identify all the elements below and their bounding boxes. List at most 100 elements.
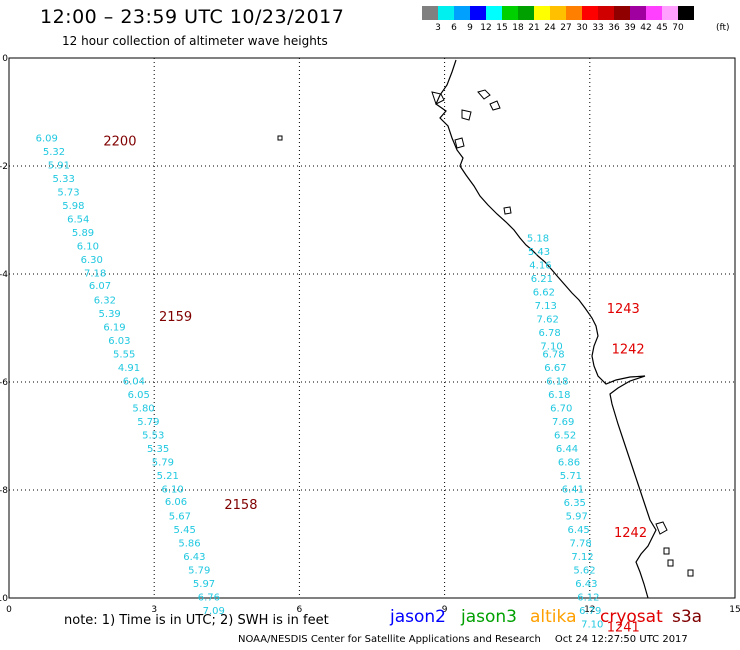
wave-height-label: 6.04 xyxy=(123,377,145,388)
wave-height-label: 5.55 xyxy=(113,350,135,361)
wave-height-label: 5.79 xyxy=(188,566,210,577)
color-scale-tick: 12 xyxy=(480,23,492,33)
island-shape xyxy=(477,89,491,100)
map-grid xyxy=(9,58,735,598)
color-swatch xyxy=(582,6,598,20)
wave-height-label: 5.67 xyxy=(169,512,191,523)
wave-height-label: 6.18 xyxy=(546,377,568,388)
wave-height-label: 5.97 xyxy=(566,512,588,523)
wave-height-label: 6.45 xyxy=(568,525,590,536)
wave-height-label: 6.18 xyxy=(548,390,570,401)
wave-height-label: 5.79 xyxy=(137,417,159,428)
wave-height-label: 6.07 xyxy=(89,281,111,292)
wave-height-label: 7.12 xyxy=(571,552,593,563)
color-swatch xyxy=(614,6,630,20)
island-shape xyxy=(489,100,501,111)
coastline-path xyxy=(435,59,657,599)
wave-height-label: 6.05 xyxy=(128,390,150,401)
credits-agency: NOAA/NESDIS Center for Satellite Applica… xyxy=(238,634,541,645)
color-swatch xyxy=(550,6,566,20)
wave-height-label: 7.62 xyxy=(537,315,559,326)
wave-height-label: 5.39 xyxy=(99,309,121,320)
island-shape xyxy=(655,521,668,535)
wave-height-label: 5.43 xyxy=(528,247,550,258)
wave-height-label: 5.21 xyxy=(157,471,179,482)
track-east: 5.185.434.166.216.627.137.626.787.106.78… xyxy=(527,234,603,631)
wave-height-label: 7.18 xyxy=(84,269,106,280)
wave-height-label: 4.91 xyxy=(118,363,140,374)
color-swatch xyxy=(518,6,534,20)
x-tick-label: 15 xyxy=(729,605,740,615)
wave-height-label: 6.79 xyxy=(579,606,601,617)
wave-height-label: 6.54 xyxy=(67,215,89,226)
wave-height-label: 5.98 xyxy=(62,201,84,212)
y-tick-label: -8 xyxy=(0,486,8,496)
x-tick-label: 6 xyxy=(297,605,303,615)
island-shape xyxy=(687,569,694,577)
island-shape xyxy=(503,206,512,215)
wave-height-label: 5.73 xyxy=(57,188,79,199)
wave-height-label: 6.09 xyxy=(36,134,58,145)
color-scale-tick: 39 xyxy=(624,23,636,33)
color-swatch xyxy=(598,6,614,20)
island-shape xyxy=(454,137,465,149)
wave-height-label: 7.78 xyxy=(569,539,591,550)
wave-height-label: 5.45 xyxy=(174,525,196,536)
x-tick-label: 3 xyxy=(151,605,157,615)
wave-height-label: 7.13 xyxy=(535,301,557,312)
wave-height-label: 6.19 xyxy=(103,323,125,334)
map-axis-ticks: 0 3 6 9 12 15 0 -2 -4 -6 -8 -10 xyxy=(0,54,740,615)
island-shape xyxy=(667,559,674,567)
y-tick-label: -2 xyxy=(0,162,8,172)
page-title: 12:00 – 23:59 UTC 10/23/2017 xyxy=(40,6,345,28)
wave-height-label: 6.12 xyxy=(577,593,599,604)
wave-height-label: 5.62 xyxy=(573,566,595,577)
color-swatch xyxy=(470,6,486,20)
wave-height-label: 5.71 xyxy=(560,471,582,482)
wave-height-label: 5.32 xyxy=(43,147,65,158)
satellite-legend-item: altika xyxy=(530,607,577,627)
wave-height-label: 6.76 xyxy=(198,593,220,604)
wave-height-label: 6.67 xyxy=(544,363,566,374)
wave-height-label: 5.33 xyxy=(53,174,75,185)
x-tick-label: 0 xyxy=(6,605,12,615)
wave-height-label: 7.10 xyxy=(581,620,603,631)
color-scale-tick: 45 xyxy=(656,23,668,33)
island-shape xyxy=(461,109,472,121)
pass-time-label: 2159 xyxy=(159,310,192,325)
wave-height-label: 6.21 xyxy=(531,274,553,285)
color-scale-unit: (ft) xyxy=(716,23,730,33)
y-tick-label: 0 xyxy=(2,54,8,64)
wave-height-label: 5.91 xyxy=(48,161,70,172)
color-scale-tick: 6 xyxy=(451,23,457,33)
wave-height-label: 6.52 xyxy=(554,431,576,442)
color-swatch xyxy=(566,6,582,20)
color-swatch xyxy=(646,6,662,20)
satellite-legend-item: s3a xyxy=(672,607,703,627)
color-scale-tick: 70 xyxy=(672,23,684,33)
wave-height-label: 6.30 xyxy=(81,255,103,266)
y-tick-label: -6 xyxy=(0,378,8,388)
color-scale-tick: 24 xyxy=(544,23,556,33)
wave-height-label: 5.18 xyxy=(527,234,549,245)
satellite-legend-item: jason3 xyxy=(461,607,517,627)
satellite-legend-item: jason2 xyxy=(390,607,446,627)
pass-time-labels: 2200 2159 2158 1243 1242 1242 1241 xyxy=(103,135,647,636)
wave-height-label: 6.06 xyxy=(165,497,187,508)
wave-height-label: 7.09 xyxy=(203,606,225,617)
map-frame xyxy=(8,57,736,599)
island-shape xyxy=(431,91,445,105)
wave-height-label: 6.70 xyxy=(550,404,572,415)
pass-time-label: 1241 xyxy=(607,621,640,636)
wave-height-label: 5.53 xyxy=(142,431,164,442)
wave-height-label: 5.89 xyxy=(72,228,94,239)
wave-height-label: 5.86 xyxy=(178,539,200,550)
color-scale-tick: 18 xyxy=(512,23,524,33)
color-swatch xyxy=(438,6,454,20)
island-shape xyxy=(277,135,283,141)
pass-time-label: 2200 xyxy=(103,135,136,150)
track-west: 6.09 5.32 5.91 5.33 5.73 5.98 6.54 5.89 6.10 6.30… xyxy=(36,134,225,618)
wave-height-label: 6.78 xyxy=(538,328,560,339)
